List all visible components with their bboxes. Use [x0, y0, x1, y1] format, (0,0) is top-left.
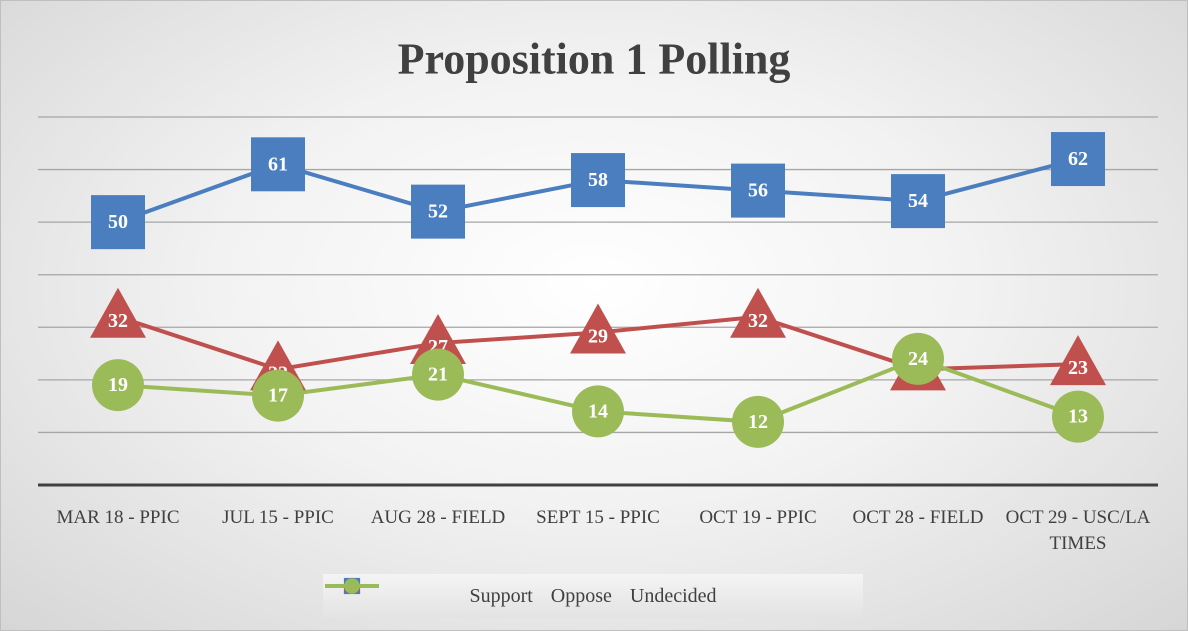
data-label: 29	[588, 326, 608, 348]
data-label: 32	[748, 310, 768, 332]
x-tick-label: MAR 18 - PPIC	[56, 507, 180, 528]
data-label: 24	[908, 348, 928, 370]
legend-label: Undecided	[629, 584, 717, 607]
x-tick-label: OCT 28 - FIELD	[852, 507, 984, 528]
data-point	[1050, 335, 1106, 386]
data-label: 56	[748, 180, 768, 202]
chart-title: Proposition 1 Polling	[398, 35, 791, 84]
data-point	[571, 153, 625, 208]
data-point	[731, 163, 785, 218]
x-tick-label: SEPT 15 - PPIC	[536, 507, 660, 528]
data-point	[410, 314, 466, 365]
data-label: 32	[108, 310, 128, 332]
data-point	[92, 359, 144, 412]
data-label: 21	[428, 364, 448, 386]
data-label: 14	[588, 400, 608, 422]
data-label: 58	[588, 169, 608, 191]
legend-label: Oppose	[550, 584, 612, 607]
data-point	[91, 195, 145, 250]
data-point	[570, 303, 626, 354]
legend-item: Support	[325, 577, 533, 608]
legend-icon	[325, 578, 379, 594]
legend: Support Oppose Undecided	[323, 574, 863, 618]
data-label: 13	[1068, 406, 1088, 428]
x-tick-label: AUG 28 - FIELD	[370, 507, 506, 528]
data-point	[412, 348, 464, 401]
data-label: 19	[108, 374, 128, 396]
x-tick-label: OCT 19 - PPIC	[699, 507, 817, 528]
data-point	[730, 287, 786, 338]
data-label: 17	[268, 385, 288, 407]
data-point	[1052, 390, 1104, 443]
data-point	[732, 395, 784, 448]
data-label: 61	[268, 153, 288, 175]
data-label: 12	[748, 411, 768, 433]
data-label: 54	[908, 190, 928, 212]
legend-label: Support	[469, 584, 533, 607]
data-label: 62	[1068, 148, 1088, 170]
data-point	[251, 137, 305, 192]
data-label: 50	[108, 211, 128, 233]
legend-item: Oppose	[325, 577, 612, 608]
data-point	[892, 332, 944, 385]
legend-item: Undecided	[325, 578, 717, 608]
data-point	[891, 174, 945, 229]
data-label: 23	[1068, 357, 1088, 379]
data-point	[411, 184, 465, 239]
data-point	[1051, 132, 1105, 187]
x-tick-label: JUL 15 - PPIC	[222, 507, 334, 528]
x-tick-label: OCT 29 - USC/LA TIMES	[1005, 507, 1151, 554]
data-label: 52	[428, 201, 448, 223]
data-point	[90, 287, 146, 338]
data-point	[572, 385, 624, 438]
marker	[344, 578, 360, 594]
data-point	[252, 369, 304, 422]
